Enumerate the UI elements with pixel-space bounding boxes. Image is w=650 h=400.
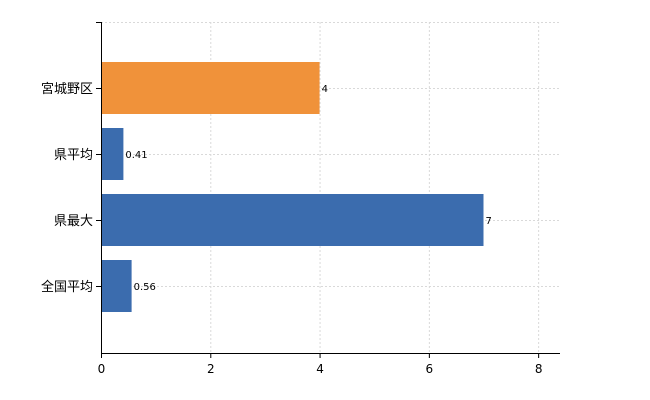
data-label-0: 4 xyxy=(322,84,328,95)
bar-3 xyxy=(101,260,132,312)
data-label-2: 7 xyxy=(486,216,492,227)
x-tick-label-4: 8 xyxy=(535,362,543,376)
axes xyxy=(96,22,560,358)
data-label-3: 0.56 xyxy=(134,282,156,293)
data-label-1: 0.41 xyxy=(125,150,147,161)
category-label-0: 宮城野区 xyxy=(41,81,93,97)
bar-1 xyxy=(101,128,124,180)
labels: 4 宮城野区 0.41 県平均 7 県最大 0.56 全国平均 0 2 4 6 8 xyxy=(41,81,542,376)
category-label-1: 県平均 xyxy=(54,148,93,163)
category-label-2: 県最大 xyxy=(54,214,93,229)
x-tick-label-2: 4 xyxy=(316,362,324,376)
x-tick-label-3: 6 xyxy=(426,362,434,376)
bar-2 xyxy=(101,194,484,246)
x-tick-label-0: 0 xyxy=(98,362,106,376)
x-tick-label-1: 2 xyxy=(207,362,215,376)
category-label-3: 全国平均 xyxy=(41,279,93,295)
bar-0 xyxy=(101,62,320,114)
bars xyxy=(101,62,484,312)
